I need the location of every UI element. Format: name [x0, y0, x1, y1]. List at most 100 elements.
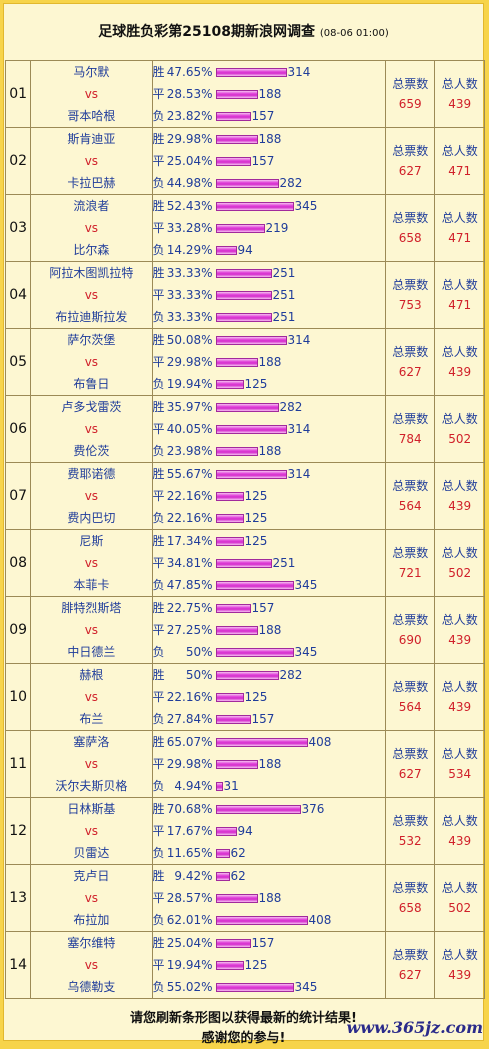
vote-bar: [215, 647, 294, 657]
stat-row-win: 胜 50% 282: [153, 664, 385, 686]
home-team[interactable]: 阿拉木图凯拉特: [49, 266, 134, 280]
outcome-count: 157: [251, 154, 275, 168]
total-people: 总人数 502: [434, 864, 485, 932]
vs-label: vs: [84, 489, 99, 503]
total-people-value: 502: [448, 566, 472, 580]
outcome-count: 188: [258, 355, 282, 369]
total-votes: 总票数 659: [384, 60, 436, 128]
outcome-label: 胜: [152, 199, 165, 213]
away-team[interactable]: 布拉加: [73, 913, 110, 927]
outcome-count: 157: [251, 936, 275, 950]
title-text: 足球胜负彩第25108期新浪网调查: [98, 24, 315, 40]
outcome-percent: 62.01%: [166, 913, 213, 927]
outcome-count: 345: [294, 578, 318, 592]
outcome-count: 314: [287, 333, 311, 347]
outcome-count: 157: [251, 601, 275, 615]
home-team[interactable]: 塞尔维特: [67, 936, 116, 950]
home-team[interactable]: 赫根: [79, 668, 104, 682]
outcome-label: 胜: [152, 668, 165, 682]
home-team[interactable]: 斯肯迪亚: [67, 132, 116, 146]
stat-row-draw: 平 33.28% 219: [153, 217, 385, 239]
match-teams: 萨尔茨堡 vs 布鲁日: [30, 328, 153, 396]
outcome-percent: 14.29%: [166, 243, 213, 257]
total-votes-value: 627: [398, 164, 422, 178]
total-people: 总人数 534: [434, 730, 485, 798]
away-team[interactable]: 布拉迪斯拉发: [55, 310, 128, 324]
vote-stats: 胜 17.34% 125 平 34.81% 251 负 47.85% 345: [151, 529, 386, 597]
total-votes-value: 784: [398, 432, 422, 446]
away-team[interactable]: 卡拉巴赫: [67, 176, 116, 190]
outcome-count: 31: [223, 779, 239, 793]
home-team[interactable]: 尼斯: [79, 534, 104, 548]
stat-row-draw: 平 33.33% 251: [153, 284, 385, 306]
away-team[interactable]: 布兰: [79, 712, 104, 726]
outcome-percent: 11.65%: [166, 846, 213, 860]
home-team[interactable]: 流浪者: [73, 199, 110, 213]
stat-row-loss: 负 4.94% 31: [153, 775, 385, 797]
away-team[interactable]: 贝雷达: [73, 846, 110, 860]
match-number: 04: [4, 261, 32, 329]
total-people-value: 439: [448, 968, 472, 982]
vote-stats: 胜 70.68% 376 平 17.67% 94 负 11.65% 62: [151, 797, 386, 865]
outcome-label: 胜: [152, 534, 165, 548]
table-row: 14 塞尔维特 vs 乌德勒支 胜 25.04% 157 平 19.94% 125 负 55.02% 3…: [4, 931, 485, 999]
away-team[interactable]: 乌德勒支: [67, 980, 116, 994]
total-people: 总人数 439: [434, 328, 485, 396]
outcome-label: 平: [152, 355, 165, 369]
away-team[interactable]: 布鲁日: [73, 377, 110, 391]
vote-bar: [215, 781, 223, 791]
home-team[interactable]: 萨尔茨堡: [67, 333, 116, 347]
home-team[interactable]: 塞萨洛: [73, 735, 110, 749]
away-team[interactable]: 本菲卡: [73, 578, 110, 592]
match-number: 03: [4, 194, 32, 262]
outcome-count: 345: [294, 199, 318, 213]
outcome-percent: 28.57%: [166, 891, 213, 905]
home-team[interactable]: 卢多戈雷茨: [61, 400, 122, 414]
total-people-label: 总人数: [441, 278, 478, 292]
away-team[interactable]: 中日德兰: [67, 645, 116, 659]
away-team[interactable]: 沃尔夫斯贝格: [55, 779, 128, 793]
outcome-percent: 29.98%: [166, 355, 213, 369]
vote-bar: [215, 982, 294, 992]
away-team[interactable]: 哥本哈根: [67, 109, 116, 123]
total-votes-label: 总票数: [392, 345, 429, 359]
match-number: 09: [4, 596, 32, 664]
outcome-percent: 27.84%: [166, 712, 213, 726]
home-team[interactable]: 克卢日: [73, 869, 110, 883]
away-team[interactable]: 费内巴切: [67, 511, 116, 525]
match-number: 05: [4, 328, 32, 396]
home-team[interactable]: 马尔默: [73, 65, 110, 79]
outcome-percent: 55.02%: [166, 980, 213, 994]
vote-bar: [215, 759, 258, 769]
vote-bar: [215, 245, 237, 255]
total-people: 总人数 439: [434, 931, 485, 999]
vs-label: vs: [84, 355, 99, 369]
stat-row-win: 胜 52.43% 345: [153, 195, 385, 217]
outcome-percent: 25.04%: [166, 936, 213, 950]
away-team[interactable]: 比尔森: [73, 243, 110, 257]
stat-row-draw: 平 27.25% 188: [153, 619, 385, 641]
outcome-count: 282: [279, 176, 303, 190]
outcome-percent: 52.43%: [166, 199, 213, 213]
total-people: 总人数 471: [434, 261, 485, 329]
home-team[interactable]: 费耶诺德: [67, 467, 116, 481]
stat-row-win: 胜 50.08% 314: [153, 329, 385, 351]
stat-row-loss: 负 33.33% 251: [153, 306, 385, 328]
outcome-label: 胜: [152, 735, 165, 749]
match-number: 08: [4, 529, 32, 597]
match-teams: 塞尔维特 vs 乌德勒支: [30, 931, 153, 999]
stat-row-loss: 负 50% 345: [153, 641, 385, 663]
outcome-count: 188: [258, 87, 282, 101]
total-people-label: 总人数: [441, 881, 478, 895]
total-people-label: 总人数: [441, 948, 478, 962]
vote-bar: [215, 848, 230, 858]
match-number: 10: [4, 663, 32, 731]
stat-row-draw: 平 22.16% 125: [153, 686, 385, 708]
match-teams: 费耶诺德 vs 费内巴切: [30, 462, 153, 530]
home-team[interactable]: 腓特烈斯塔: [61, 601, 122, 615]
away-team[interactable]: 费伦茨: [73, 444, 110, 458]
total-votes-label: 总票数: [392, 747, 429, 761]
outcome-percent: 50.08%: [166, 333, 213, 347]
outcome-label: 胜: [152, 266, 165, 280]
home-team[interactable]: 日林斯基: [67, 802, 116, 816]
